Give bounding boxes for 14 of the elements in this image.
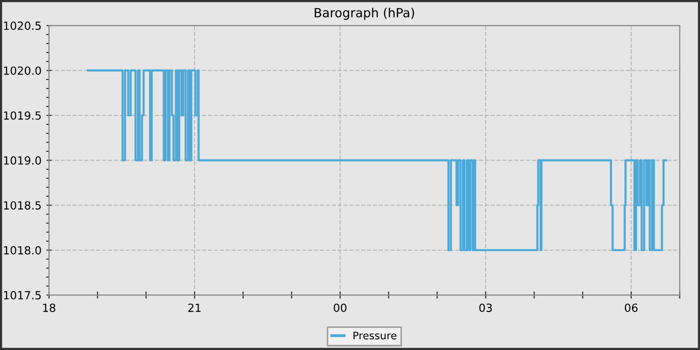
y-tick-label: 1017.5 xyxy=(4,291,41,300)
y-tick-label: 1019.0 xyxy=(4,156,41,165)
chart-title: Barograph (hPa) xyxy=(314,8,414,20)
y-tick-label: 1020.0 xyxy=(4,66,41,75)
x-tick-label: 00 xyxy=(334,304,346,312)
x-tick-label: 06 xyxy=(624,304,638,312)
legend-label: Pressure xyxy=(354,332,396,340)
x-tick-label: 21 xyxy=(188,304,201,312)
y-tick-label: 1019.5 xyxy=(4,111,41,120)
y-tick-label: 1018.0 xyxy=(4,246,41,255)
y-tick-label: 1018.5 xyxy=(4,201,41,210)
x-tick-label: 18 xyxy=(43,304,56,312)
x-tick-label: 03 xyxy=(479,304,492,312)
y-tick-label: 1020.5 xyxy=(4,22,41,30)
